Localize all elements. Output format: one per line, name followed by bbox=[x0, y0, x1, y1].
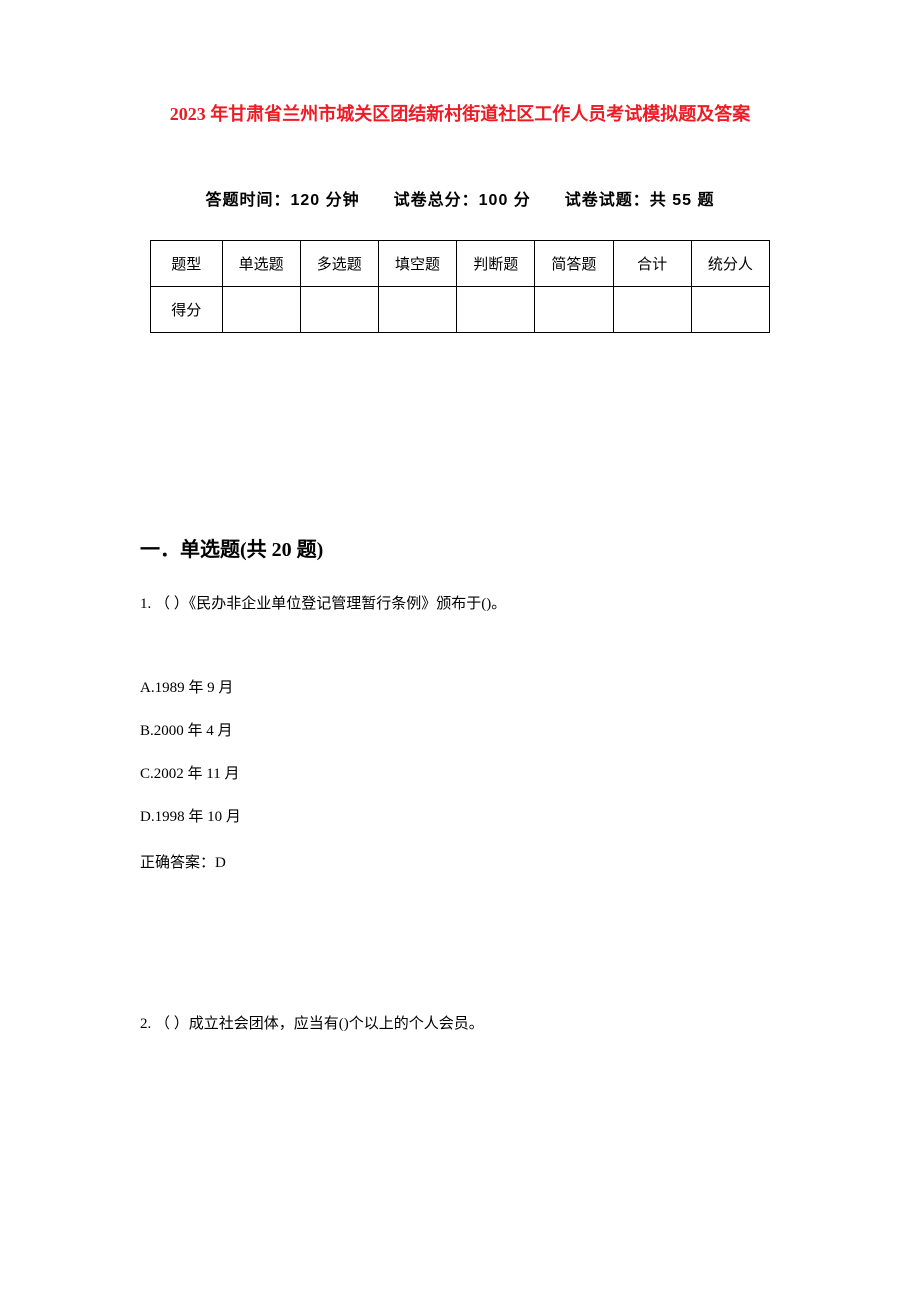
table-header-cell: 题型 bbox=[151, 241, 223, 287]
table-empty-cell bbox=[300, 287, 378, 333]
table-empty-cell bbox=[691, 287, 769, 333]
table-header-cell: 统分人 bbox=[691, 241, 769, 287]
option-b: B.2000 年 4 月 bbox=[140, 719, 780, 740]
table-empty-cell bbox=[222, 287, 300, 333]
question-body: （ ）《民办非企业单位登记管理暂行条例》颁布于()。 bbox=[155, 596, 506, 612]
table-header-cell: 合计 bbox=[613, 241, 691, 287]
table-score-row: 得分 bbox=[151, 287, 770, 333]
answer-value: D bbox=[215, 855, 226, 871]
document-title: 2023 年甘肃省兰州市城关区团结新村街道社区工作人员考试模拟题及答案 bbox=[140, 100, 780, 126]
table-row-label: 得分 bbox=[151, 287, 223, 333]
table-header-cell: 判断题 bbox=[457, 241, 535, 287]
question-number: 2. bbox=[140, 1016, 151, 1032]
option-a: A.1989 年 9 月 bbox=[140, 676, 780, 697]
question-2-text: 2. （ ）成立社会团体，应当有()个以上的个人会员。 bbox=[140, 1012, 780, 1036]
table-empty-cell bbox=[535, 287, 613, 333]
option-c: C.2002 年 11 月 bbox=[140, 762, 780, 783]
table-header-cell: 单选题 bbox=[222, 241, 300, 287]
question-1-options: A.1989 年 9 月 B.2000 年 4 月 C.2002 年 11 月 … bbox=[140, 676, 780, 826]
exam-meta-info: 答题时间：120 分钟 试卷总分：100 分 试卷试题：共 55 题 bbox=[140, 186, 780, 210]
table-header-row: 题型 单选题 多选题 填空题 判断题 简答题 合计 统分人 bbox=[151, 241, 770, 287]
question-number: 1. bbox=[140, 596, 151, 612]
score-table: 题型 单选题 多选题 填空题 判断题 简答题 合计 统分人 得分 bbox=[150, 240, 770, 333]
question-body: （ ）成立社会团体，应当有()个以上的个人会员。 bbox=[155, 1016, 484, 1032]
table-empty-cell bbox=[378, 287, 456, 333]
section-heading: 一．单选题(共 20 题) bbox=[140, 533, 780, 562]
table-empty-cell bbox=[457, 287, 535, 333]
option-d: D.1998 年 10 月 bbox=[140, 805, 780, 826]
answer-label: 正确答案： bbox=[140, 855, 215, 871]
question-1-answer: 正确答案：D bbox=[140, 851, 780, 872]
table-header-cell: 简答题 bbox=[535, 241, 613, 287]
table-header-cell: 填空题 bbox=[378, 241, 456, 287]
question-1-text: 1. （ ）《民办非企业单位登记管理暂行条例》颁布于()。 bbox=[140, 592, 780, 616]
table-header-cell: 多选题 bbox=[300, 241, 378, 287]
table-empty-cell bbox=[613, 287, 691, 333]
